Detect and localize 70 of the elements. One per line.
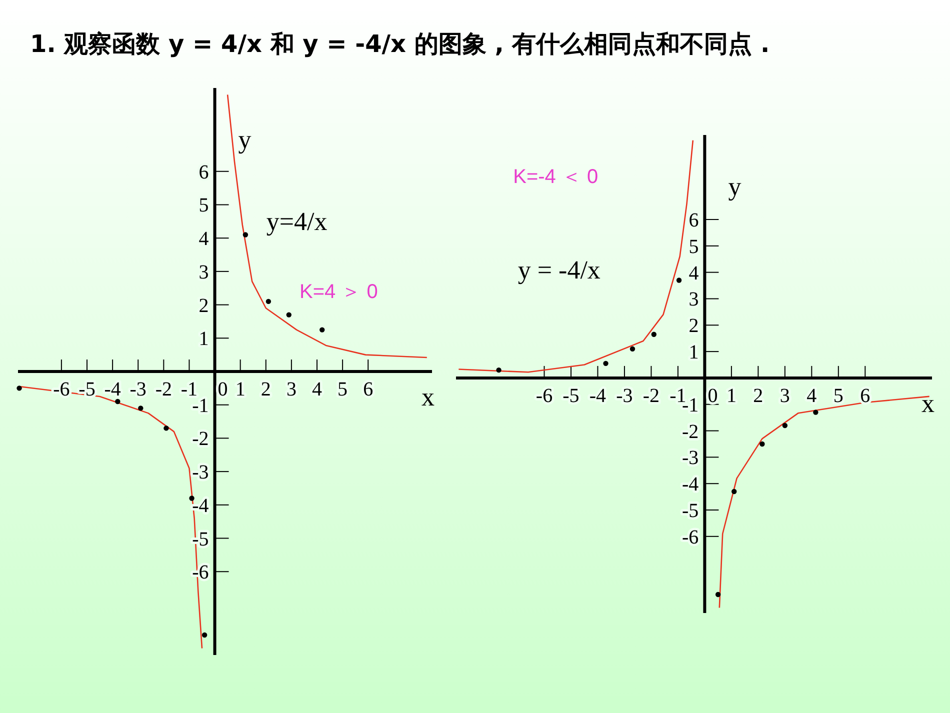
x-tick-label: 6 — [860, 384, 870, 407]
point — [164, 426, 169, 431]
x-tick-label: -2 — [642, 384, 660, 407]
point — [760, 441, 765, 447]
annotation: K=4 ＞ 0 — [300, 280, 378, 303]
point — [651, 332, 656, 337]
y-tick-label: 1 — [688, 342, 699, 364]
x-axis-title: x — [922, 388, 934, 418]
x-tick-label: 1 — [235, 378, 246, 400]
x-tick-label: -3 — [130, 378, 146, 400]
x-tick-label: 6 — [363, 378, 374, 400]
y-tick-label: 4 — [688, 262, 699, 284]
point — [630, 346, 636, 352]
x-tick-label: 2 — [260, 378, 271, 400]
y-axis-title: y — [238, 125, 252, 154]
line-series — [226, 94, 428, 358]
y-tick-label: -2 — [192, 428, 209, 450]
point — [732, 488, 737, 494]
text: y = -4/x — [518, 255, 600, 284]
x-tick-label: -6 — [536, 384, 553, 407]
x-tick-label: 4 — [806, 384, 817, 407]
point — [266, 298, 272, 304]
y-axis-title: y — [728, 172, 742, 201]
point — [782, 422, 788, 428]
x-tick-label: -3 — [616, 384, 633, 407]
point — [496, 367, 502, 373]
x-tick-label: 3 — [780, 384, 790, 407]
y-tick-label: 5 — [198, 194, 209, 217]
x-tick-label: 5 — [338, 378, 348, 400]
point — [603, 360, 608, 366]
y-tick-label: 3 — [198, 261, 209, 284]
y-tick-label: 3 — [688, 288, 699, 311]
y-tick-label: -3 — [192, 462, 209, 484]
chart-title: 1. 观察函数 y = 4/x 和 y = -4/x 的图象 , 有什么相同点和不同点 . — [30, 29, 771, 60]
point — [286, 312, 292, 318]
series-label: y=4/x — [266, 206, 328, 236]
point — [202, 632, 208, 638]
annotation: K=-4 ＜ 0 — [513, 166, 598, 188]
y-tick-label: 2 — [198, 294, 209, 317]
x-tick-label: 2 — [753, 384, 764, 407]
y-tick-label: 5 — [688, 236, 699, 258]
x-tick-label: 0 — [708, 384, 718, 407]
point — [115, 398, 120, 404]
y-tick-label: -5 — [682, 500, 699, 522]
x-tick-label: 5 — [833, 384, 844, 407]
point — [16, 386, 22, 391]
y-tick-label: 6 — [198, 161, 209, 184]
y-tick-label: -3 — [682, 447, 699, 470]
point — [242, 232, 248, 238]
y-tick-label: -2 — [682, 420, 699, 443]
y-tick-label: -4 — [682, 474, 699, 496]
x-tick-label: -4 — [104, 378, 121, 400]
x-tick-label: -5 — [562, 384, 580, 407]
y-tick-label: -6 — [682, 526, 699, 548]
x-tick-label: 1 — [726, 384, 736, 407]
y-tick-label: 1 — [198, 328, 209, 350]
x-tick-label: 3 — [286, 378, 296, 400]
point — [138, 406, 144, 411]
y-tick-label: 4 — [198, 228, 209, 250]
point — [813, 410, 818, 415]
point — [715, 592, 721, 598]
x-tick-label: 4 — [312, 378, 322, 400]
x-tick-label: -2 — [155, 378, 172, 400]
x-axis-title: x — [422, 382, 434, 412]
y-tick-label: 2 — [688, 315, 699, 338]
y-tick-label: 6 — [688, 210, 699, 232]
x-tick-label: 0 — [218, 378, 228, 400]
point — [676, 278, 682, 283]
x-tick-label: -4 — [589, 384, 606, 407]
point — [320, 327, 325, 332]
